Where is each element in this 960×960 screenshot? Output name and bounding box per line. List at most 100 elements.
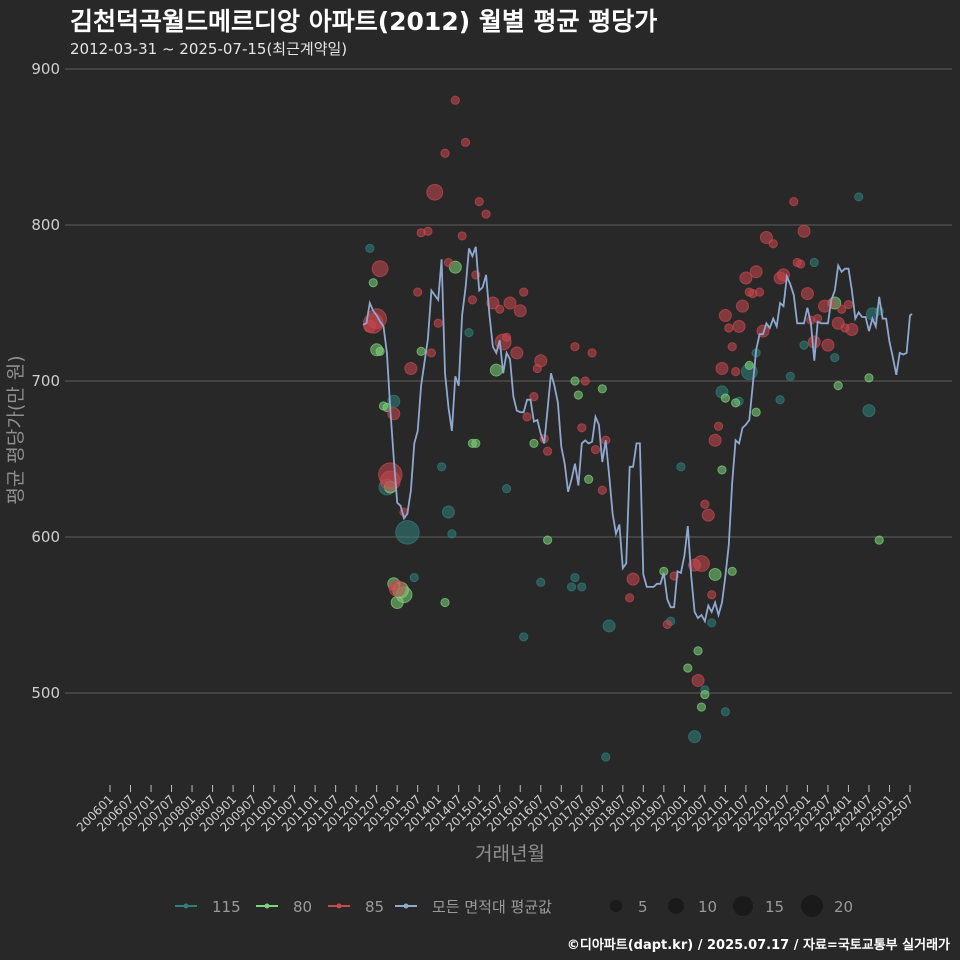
- data-point-s80: [833, 381, 843, 391]
- data-point-s80: [489, 363, 503, 377]
- y-tick-label: 800: [31, 216, 60, 234]
- data-point-s115: [570, 572, 580, 583]
- y-tick-label: 500: [31, 684, 60, 702]
- data-point-s85: [450, 95, 460, 105]
- data-point-s115: [707, 618, 717, 628]
- y-tick-label: 900: [31, 60, 60, 78]
- data-point-s85: [580, 376, 590, 386]
- data-point-s85: [707, 590, 717, 600]
- data-point-s85: [388, 580, 406, 597]
- data-point-s115: [395, 520, 420, 545]
- data-point-s85: [754, 287, 765, 297]
- legend-dot-s115: [183, 903, 189, 909]
- data-point-s85: [727, 342, 737, 352]
- data-point-s85: [460, 137, 471, 147]
- data-point-s85: [749, 265, 763, 279]
- x-axis-label: 거래년월: [475, 843, 545, 865]
- data-point-s85: [845, 323, 859, 337]
- data-point-s85: [423, 226, 433, 236]
- legend-label-s115: 115: [212, 898, 241, 916]
- data-point-s115: [854, 192, 864, 202]
- data-point-s115: [536, 577, 546, 587]
- data-point-s115: [566, 582, 577, 592]
- x-axis-ticks: 2006012006072007012007072008012008072009…: [74, 785, 916, 835]
- data-point-s80: [731, 398, 741, 408]
- data-point-s85: [843, 299, 854, 310]
- data-point-s85: [713, 421, 724, 431]
- scatter-points: [362, 95, 884, 762]
- data-point-s85: [440, 148, 450, 158]
- data-point-s80: [717, 465, 727, 475]
- data-point-s80: [573, 390, 583, 400]
- data-point-s80: [720, 393, 730, 403]
- data-point-s80: [584, 474, 594, 484]
- legend-dot-avg: [403, 903, 409, 909]
- legend-size-label: 5: [638, 898, 648, 916]
- data-point-s85: [577, 423, 587, 433]
- data-point-s80: [708, 567, 722, 581]
- data-point-s85: [837, 304, 847, 314]
- y-axis-ticks: 500 600 700 800 900: [31, 60, 60, 702]
- data-point-s80: [570, 376, 580, 386]
- data-point-s80: [440, 597, 450, 608]
- data-point-s115: [830, 353, 840, 363]
- legend-label-s85: 85: [365, 898, 384, 916]
- data-point-s80: [683, 663, 693, 673]
- legend-dot-s80: [264, 903, 270, 909]
- data-point-s85: [510, 346, 524, 360]
- data-point-s80: [375, 346, 385, 356]
- data-point-s85: [701, 508, 715, 522]
- data-point-s115: [464, 328, 474, 338]
- data-point-s85: [789, 197, 799, 207]
- y-tick-label: 600: [31, 528, 60, 546]
- data-point-s85: [587, 348, 597, 358]
- data-point-s85: [519, 287, 529, 297]
- data-point-s115: [501, 484, 512, 494]
- legend-label-s80: 80: [293, 898, 312, 916]
- data-point-s85: [570, 342, 580, 352]
- data-point-s85: [543, 446, 553, 456]
- data-point-s85: [715, 362, 729, 376]
- data-point-s115: [519, 632, 529, 642]
- data-point-s80: [751, 407, 761, 417]
- data-point-s85: [732, 319, 746, 333]
- data-point-s80: [727, 566, 737, 576]
- data-point-s85: [404, 362, 418, 376]
- y-tick-label: 700: [31, 372, 60, 390]
- data-point-s115: [447, 529, 457, 539]
- average-line-group: [362, 246, 913, 624]
- data-point-s85: [597, 485, 607, 495]
- data-point-s115: [862, 404, 876, 418]
- data-point-s115: [809, 257, 819, 268]
- data-point-s85: [467, 295, 477, 305]
- data-point-s80: [693, 646, 703, 656]
- data-point-s85: [426, 183, 444, 201]
- data-point-s80: [696, 702, 707, 712]
- data-point-s85: [724, 323, 734, 333]
- data-point-s115: [688, 730, 702, 744]
- data-point-s85: [797, 224, 811, 238]
- legend-size-label: 15: [765, 898, 784, 916]
- legend: 115 80 85 모든 면적대 평균값 5 10 15 20: [175, 895, 853, 917]
- data-point-s85: [821, 338, 835, 352]
- legend-dot-s85: [336, 903, 342, 909]
- legend-size-circle: [668, 898, 684, 914]
- data-point-s85: [495, 304, 505, 314]
- credit-footer: ©디아파트(dapt.kr) / 2025.07.17 / 자료=국토교통부 실…: [566, 938, 950, 953]
- chart-subtitle: 2012-03-31 ~ 2025-07-15(최근계약일): [70, 40, 348, 58]
- data-point-s85: [443, 257, 454, 268]
- chart-title: 김천덕곡월드메르디앙 아파트(2012) 월별 평균 평당가: [70, 7, 658, 36]
- grid-lines: [65, 68, 952, 694]
- data-point-s115: [720, 707, 730, 717]
- data-point-s80: [744, 360, 754, 370]
- data-point-s115: [785, 371, 795, 381]
- data-point-s85: [380, 470, 401, 492]
- data-point-s115: [437, 462, 447, 472]
- data-point-s115: [409, 572, 419, 583]
- legend-size-circle: [610, 900, 622, 912]
- data-point-s80: [543, 535, 553, 545]
- data-point-s115: [365, 243, 375, 253]
- data-point-s115: [441, 505, 455, 519]
- data-point-s85: [693, 555, 710, 572]
- y-axis-label: 평균 평당가(만 원): [5, 355, 27, 504]
